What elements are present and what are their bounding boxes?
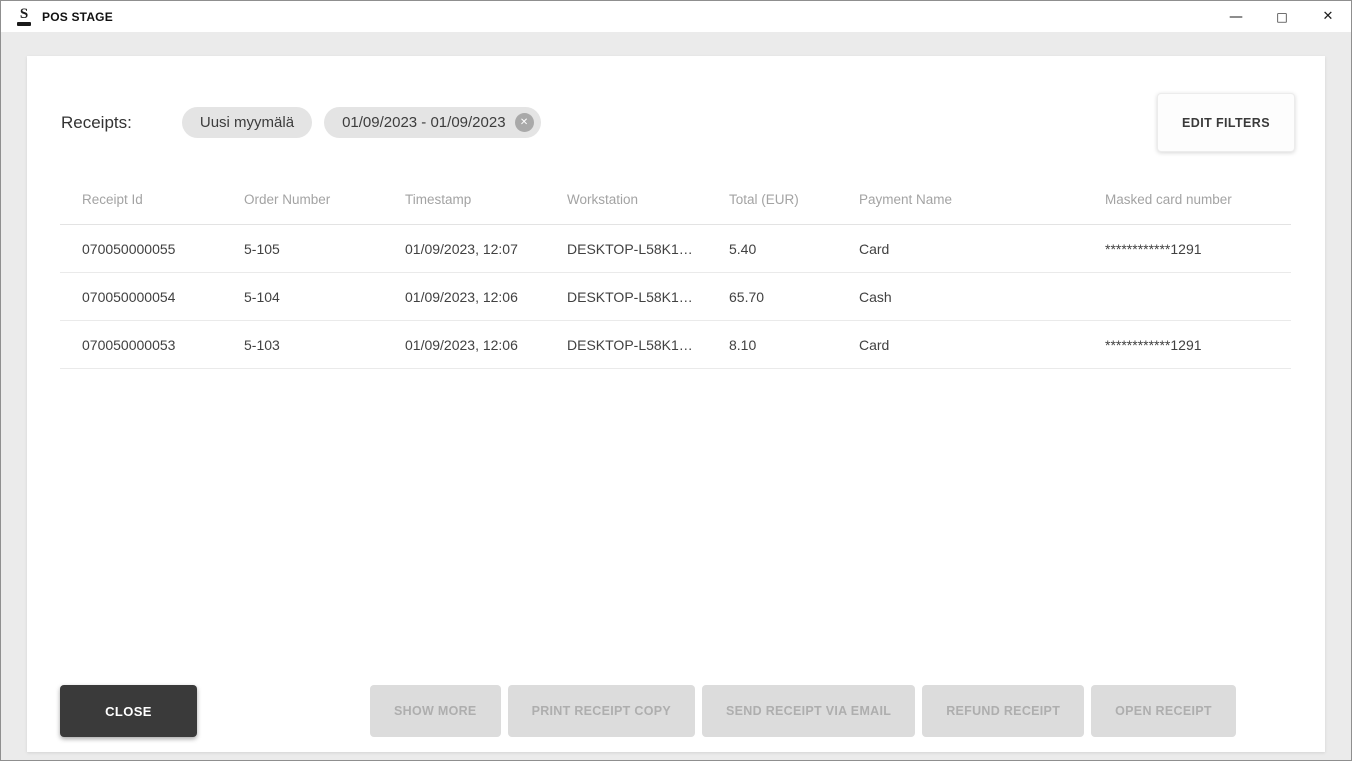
column-header: Masked card number: [1105, 192, 1232, 207]
show-more-button[interactable]: SHOW MORE: [370, 685, 501, 737]
column-header: Receipt Id: [82, 192, 143, 207]
title-bar: S POS STAGE — □ ✕: [1, 1, 1351, 32]
column-header: Workstation: [567, 192, 639, 207]
filter-row: Receipts: Uusi myymälä 01/09/2023 - 01/0…: [61, 93, 1295, 152]
receipts-table: Receipt Id Order Number Timestamp Workst…: [60, 175, 1291, 685]
column-header: Timestamp: [405, 192, 472, 207]
filter-chip-label: Uusi myymälä: [199, 114, 295, 131]
cell-payment-name: Cash: [859, 288, 892, 305]
table-row[interactable]: 070050000055 5-105 01/09/2023, 12:07 DES…: [60, 225, 1291, 273]
refund-receipt-button[interactable]: REFUND RECEIPT: [922, 685, 1085, 737]
filter-chip[interactable]: Uusi myymälä: [181, 107, 313, 138]
maximize-button[interactable]: □: [1259, 1, 1305, 32]
cell-total: 8.10: [729, 336, 757, 353]
app-logo-letter: S: [19, 5, 29, 22]
receipts-table-body: 070050000055 5-105 01/09/2023, 12:07 DES…: [60, 225, 1291, 369]
minimize-button[interactable]: —: [1213, 1, 1259, 32]
window-close-icon: ✕: [1322, 9, 1334, 24]
app-logo-base: [17, 21, 31, 26]
actions-row: CLOSE SHOW MORE PRINT RECEIPT COPY SEND …: [60, 685, 1295, 737]
cell-order-number: 5-104: [244, 288, 280, 305]
filter-chip[interactable]: 01/09/2023 - 01/09/2023 ✕: [324, 107, 541, 138]
cell-payment-name: Card: [859, 336, 890, 353]
cell-workstation: DESKTOP-L58K1…: [567, 288, 693, 305]
cell-workstation: DESKTOP-L58K1…: [567, 336, 693, 353]
cell-receipt-id: 070050000054: [82, 288, 176, 305]
cell-timestamp: 01/09/2023, 12:06: [405, 336, 518, 353]
content-area: Receipts: Uusi myymälä 01/09/2023 - 01/0…: [1, 32, 1351, 760]
table-row[interactable]: 070050000053 5-103 01/09/2023, 12:06 DES…: [60, 321, 1291, 369]
app-logo-icon: S: [14, 5, 34, 27]
send-receipt-via-email-button[interactable]: SEND RECEIPT VIA EMAIL: [702, 685, 916, 737]
close-button[interactable]: CLOSE: [60, 685, 197, 737]
window-title: POS STAGE: [42, 9, 113, 24]
cell-receipt-id: 070050000053: [82, 336, 176, 353]
cell-total: 5.40: [729, 240, 757, 257]
cell-receipt-id: 070050000055: [82, 240, 176, 257]
page-title: Receipts:: [61, 112, 132, 132]
cell-payment-name: Card: [859, 240, 890, 257]
chip-remove-icon[interactable]: ✕: [514, 113, 534, 132]
filter-chip-label: 01/09/2023 - 01/09/2023: [342, 114, 506, 131]
table-row[interactable]: 070050000054 5-104 01/09/2023, 12:06 DES…: [60, 273, 1291, 321]
receipt-actions-group: SHOW MORE PRINT RECEIPT COPY SEND RECEIP…: [370, 685, 1236, 737]
window-controls: — □ ✕: [1213, 1, 1351, 32]
cell-order-number: 5-105: [244, 240, 280, 257]
minimize-icon: —: [1229, 8, 1243, 25]
print-receipt-copy-button[interactable]: PRINT RECEIPT COPY: [507, 685, 696, 737]
open-receipt-button[interactable]: OPEN RECEIPT: [1091, 685, 1236, 737]
cell-masked-card: ************1291: [1105, 240, 1202, 257]
edit-filters-button[interactable]: EDIT FILTERS: [1157, 93, 1295, 152]
table-header-row: Receipt Id Order Number Timestamp Workst…: [60, 175, 1291, 225]
cell-order-number: 5-103: [244, 336, 280, 353]
cell-timestamp: 01/09/2023, 12:07: [405, 240, 518, 257]
filter-chips: Uusi myymälä 01/09/2023 - 01/09/2023 ✕: [181, 107, 541, 138]
column-header: Total (EUR): [729, 192, 799, 207]
cell-masked-card: ************1291: [1105, 336, 1202, 353]
receipts-card: Receipts: Uusi myymälä 01/09/2023 - 01/0…: [27, 56, 1325, 752]
column-header: Payment Name: [859, 192, 953, 207]
maximize-icon: □: [1276, 9, 1288, 24]
column-header: Order Number: [244, 192, 331, 207]
window-close-button[interactable]: ✕: [1305, 1, 1351, 32]
cell-timestamp: 01/09/2023, 12:06: [405, 288, 518, 305]
cell-workstation: DESKTOP-L58K1…: [567, 240, 693, 257]
cell-total: 65.70: [729, 288, 765, 305]
